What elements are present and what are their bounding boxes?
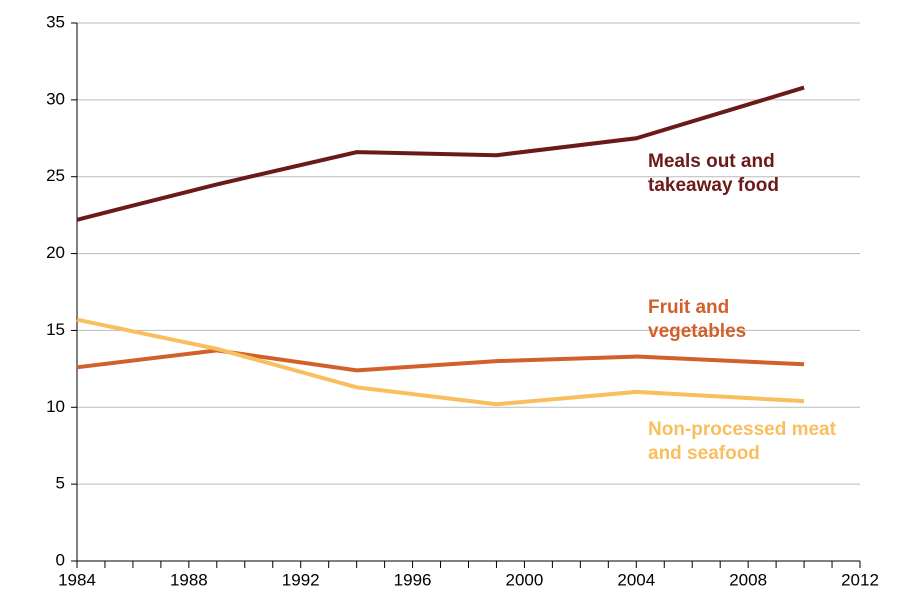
x-tick-label: 2012: [841, 570, 879, 589]
x-tick-label: 1984: [58, 570, 96, 589]
x-tick-label: 2000: [506, 570, 544, 589]
series-label: Non-processed meat and seafood: [648, 419, 836, 464]
x-tick-label: 2004: [617, 570, 655, 589]
y-tick-label: 10: [46, 397, 65, 416]
series-label: Fruit and vegetables: [648, 297, 747, 342]
x-tick-label: 1988: [170, 570, 208, 589]
y-tick-label: 35: [46, 12, 65, 31]
y-tick-label: 0: [56, 550, 65, 569]
y-tick-label: 30: [46, 89, 65, 108]
y-tick-label: 20: [46, 243, 65, 262]
series-label: Meals out and takeaway food: [648, 151, 779, 196]
series-line: [76, 85, 805, 222]
y-tick-label: 25: [46, 166, 65, 185]
x-tick-label: 1996: [394, 570, 432, 589]
x-tick-label: 2008: [729, 570, 767, 589]
series-line: [76, 348, 805, 373]
y-tick-label: 5: [56, 474, 65, 493]
series-line: [76, 317, 805, 407]
y-tick-label: 15: [46, 320, 65, 339]
x-tick-label: 1992: [282, 570, 320, 589]
